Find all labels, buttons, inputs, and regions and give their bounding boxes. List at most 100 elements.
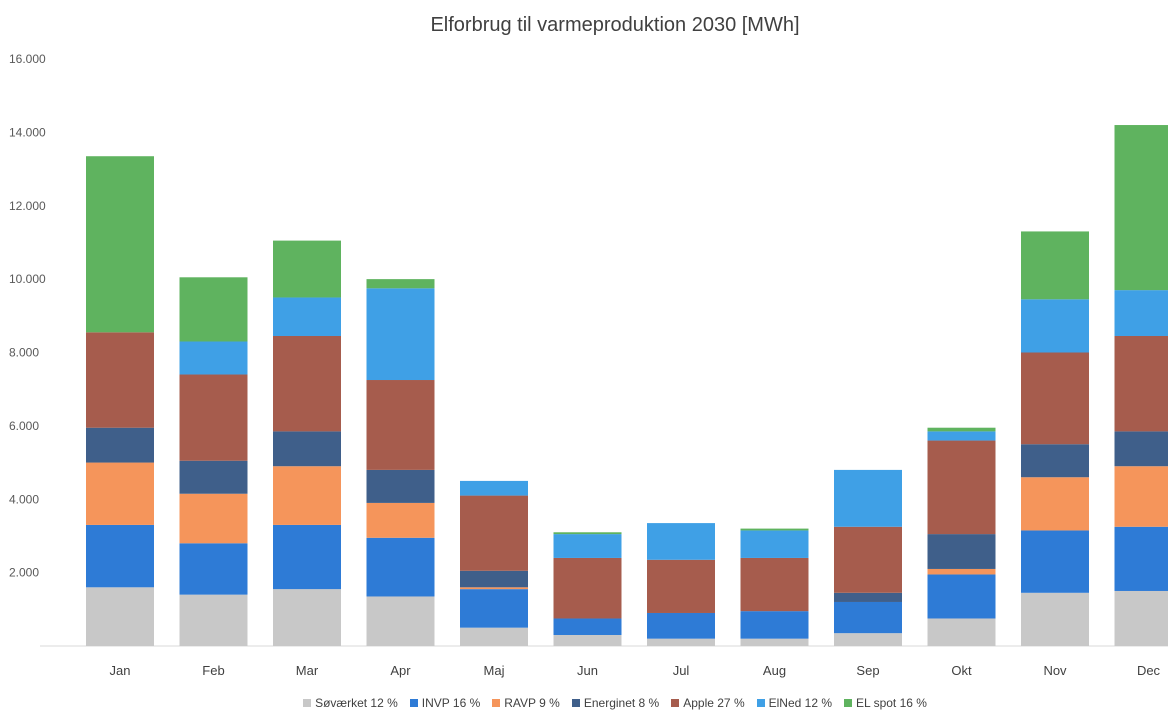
bar-segment bbox=[273, 524, 341, 590]
legend-label: EL spot 16 % bbox=[856, 696, 927, 710]
bar-segment bbox=[1021, 477, 1089, 531]
bar-segment bbox=[1021, 530, 1089, 593]
bar-segment bbox=[86, 156, 154, 333]
bar-segment bbox=[834, 633, 902, 646]
bar-segment bbox=[1021, 231, 1089, 300]
bar-segment bbox=[740, 611, 809, 639]
bar-segment bbox=[647, 523, 715, 560]
y-tick-label: 8.000 bbox=[9, 346, 39, 360]
y-tick-label: 2.000 bbox=[9, 566, 39, 580]
bar-segment bbox=[1114, 125, 1168, 291]
bar-segment bbox=[366, 596, 435, 646]
bar-segment bbox=[273, 589, 341, 646]
legend-label: Søværket 12 % bbox=[315, 696, 398, 710]
bar-segment bbox=[273, 431, 341, 467]
x-tick-label: Apr bbox=[390, 663, 411, 678]
bar-segment bbox=[179, 277, 248, 342]
chart-legend: Søværket 12 % INVP 16 % RAVP 9 % Energinet … bbox=[0, 696, 1168, 710]
y-tick-label: 16.000 bbox=[9, 52, 46, 66]
bar-segment bbox=[1021, 352, 1089, 445]
bar-segment bbox=[834, 601, 902, 634]
bar-segment bbox=[1021, 592, 1089, 646]
bar-segment bbox=[366, 469, 435, 503]
legend-swatch bbox=[571, 699, 580, 707]
bar-segment bbox=[553, 618, 622, 635]
legend-label: ElNed 12 % bbox=[768, 696, 832, 710]
legend-swatch bbox=[303, 699, 312, 707]
chart-title: Elforbrug til varmeproduktion 2030 [MWh] bbox=[430, 14, 800, 36]
bar-segment bbox=[740, 638, 809, 646]
x-tick-label: Nov bbox=[1043, 663, 1067, 678]
legend-label: INVP 16 % bbox=[421, 696, 481, 710]
x-axis-ticks: Jan Feb Mar Apr Maj Jun Jul Aug Sep Okt Nov Dec bbox=[110, 663, 1161, 678]
x-tick-label: Jun bbox=[577, 663, 598, 678]
bar-segment bbox=[1114, 590, 1168, 646]
legend-label: RAVP 9 % bbox=[504, 696, 560, 710]
bar-segment bbox=[927, 534, 996, 569]
x-tick-label: Aug bbox=[763, 663, 786, 678]
bar-segment bbox=[86, 462, 154, 525]
bar-segment bbox=[1114, 526, 1168, 591]
bar-segment bbox=[647, 559, 715, 613]
bar-segment bbox=[273, 335, 341, 432]
bar-segment bbox=[927, 568, 996, 575]
y-tick-label: 12.000 bbox=[9, 199, 46, 213]
bar-segment bbox=[366, 502, 435, 538]
bar-segment bbox=[740, 530, 809, 558]
bar-segment bbox=[86, 427, 154, 463]
legend-swatch bbox=[671, 699, 680, 707]
legend-item: Energinet 8 % bbox=[571, 696, 659, 710]
x-tick-label: Jan bbox=[110, 663, 131, 678]
y-tick-label: 4.000 bbox=[9, 492, 39, 506]
bar-segment bbox=[927, 431, 996, 441]
bar-segment bbox=[179, 460, 248, 494]
legend-swatch bbox=[492, 699, 501, 707]
bar-segment bbox=[460, 627, 528, 646]
legend-item: INVP 16 % bbox=[409, 696, 481, 710]
x-tick-label: Sep bbox=[856, 663, 879, 678]
x-tick-label: Dec bbox=[1137, 663, 1161, 678]
bar-segment bbox=[647, 612, 715, 639]
y-tick-label: 14.000 bbox=[9, 125, 46, 139]
bar-segment bbox=[927, 574, 996, 619]
bar-segment bbox=[273, 466, 341, 525]
x-tick-label: Feb bbox=[202, 663, 224, 678]
bar-segment bbox=[740, 528, 809, 531]
y-tick-label: 10.000 bbox=[9, 272, 46, 286]
bar-segment bbox=[86, 587, 154, 646]
bar-segment bbox=[86, 332, 154, 428]
bar-segment bbox=[460, 587, 528, 590]
bar-segment bbox=[460, 570, 528, 588]
legend-item: ElNed 12 % bbox=[756, 696, 832, 710]
bar-segment bbox=[1114, 335, 1168, 432]
bar-segment bbox=[366, 380, 435, 470]
bar-segment bbox=[927, 618, 996, 646]
bar-segment bbox=[460, 589, 528, 628]
bar-segment bbox=[1021, 299, 1089, 353]
legend-swatch bbox=[844, 699, 852, 707]
legend-item: Apple 27 % bbox=[671, 696, 745, 710]
y-tick-label: 6.000 bbox=[9, 419, 39, 433]
bar-segment bbox=[273, 297, 341, 336]
bar-segment bbox=[1114, 431, 1168, 467]
bar-segment bbox=[460, 495, 528, 571]
bar-segment bbox=[273, 240, 341, 298]
bar-segment bbox=[927, 427, 996, 432]
bar-segment bbox=[834, 526, 902, 593]
x-tick-label: Okt bbox=[951, 663, 972, 678]
bar-segment bbox=[553, 634, 622, 646]
x-tick-label: Maj bbox=[484, 663, 505, 678]
bars-group bbox=[86, 125, 1168, 646]
bar-segment bbox=[1114, 290, 1168, 336]
legend-swatch bbox=[409, 699, 418, 707]
bar-segment bbox=[1021, 444, 1089, 478]
y-axis-ticks: 2.000 4.000 6.000 8.000 10.000 12.000 14.000 16… bbox=[9, 52, 46, 580]
legend-item: EL spot 16 % bbox=[844, 696, 927, 710]
bar-segment bbox=[834, 592, 902, 602]
bar-segment bbox=[366, 288, 435, 381]
x-tick-label: Jul bbox=[673, 663, 690, 678]
bar-segment bbox=[179, 543, 248, 595]
bar-segment bbox=[179, 594, 248, 646]
bar-segment bbox=[366, 279, 435, 289]
